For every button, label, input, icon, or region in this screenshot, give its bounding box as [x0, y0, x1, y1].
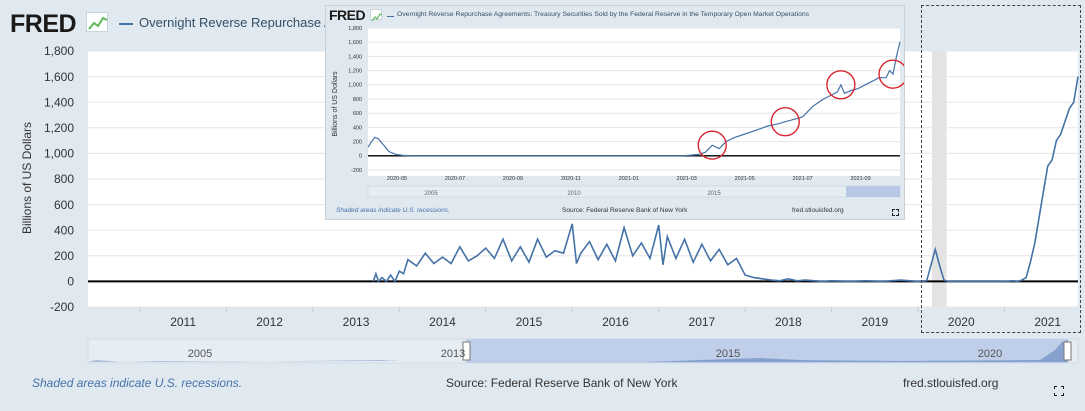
- y-tick-label: 1,000: [348, 83, 362, 89]
- y-tick-label: 0: [359, 154, 362, 160]
- navigator-label-2013: 2013: [441, 348, 465, 360]
- y-tick-label: 200: [353, 140, 362, 146]
- recession-note: Shaded areas indicate U.S. recessions.: [32, 376, 243, 390]
- y-tick-label: 800: [54, 172, 74, 186]
- x-tick-label: 2019: [861, 315, 888, 329]
- x-tick-label: 2021-09: [850, 176, 870, 182]
- highlight-circle: [878, 59, 904, 89]
- highlight-circles: [697, 59, 904, 160]
- inset-navigator-label-2010: 2010: [567, 191, 581, 197]
- main-x-tick-labels: 2011 2012 2013 2014 2015 2016 2017 2018 2019 2020…: [139, 307, 1061, 329]
- y-tick-label: 1,600: [44, 70, 74, 84]
- inset-navigator-label-2005: 2005: [424, 191, 438, 197]
- x-tick-label: 2013: [343, 315, 370, 329]
- x-tick-label: 2020: [948, 315, 975, 329]
- x-tick-label: 2020-05: [387, 176, 407, 182]
- x-tick-label: 2014: [429, 315, 456, 329]
- y-tick-label: 800: [353, 97, 362, 103]
- main-y-tick-labels: -200 0 200 400 600 800 1,000 1,200 1,400 1,600 1,8…: [44, 44, 74, 314]
- navigator-label-2020: 2020: [978, 348, 1002, 360]
- y-tick-label: 1,200: [44, 121, 74, 135]
- chart-title: Overnight Reverse Repurchase Agreements:…: [139, 15, 325, 30]
- y-tick-label: 1,400: [348, 54, 362, 60]
- highlight-circle: [826, 70, 856, 100]
- highlight-circle: [770, 107, 800, 137]
- y-tick-label: 400: [353, 125, 362, 131]
- inset-fred-logo-chart-icon: [370, 9, 383, 22]
- y-tick-label: 1,400: [44, 95, 74, 109]
- y-tick-label: 400: [54, 223, 74, 237]
- navigator-handle-right[interactable]: [1063, 341, 1072, 361]
- navigator-label-2005: 2005: [188, 348, 212, 360]
- x-tick-label: 2015: [516, 315, 543, 329]
- x-tick-label: 2017: [689, 315, 716, 329]
- inset-plot-background: [368, 28, 900, 176]
- y-tick-label: -200: [351, 168, 362, 174]
- fullscreen-icon[interactable]: [1054, 386, 1064, 396]
- inset-data-source: Source: Federal Reserve Bank of New York: [562, 207, 688, 214]
- inset-x-tick-labels: 2020-05 2020-07 2020-09 2020-11 2021-01 2021-…: [387, 176, 871, 182]
- y-tick-label: 200: [54, 249, 74, 263]
- x-tick-label: 2021-01: [619, 176, 639, 182]
- inset-y-axis-label: Billions of US Dollars: [332, 71, 339, 137]
- x-tick-label: 2020-07: [445, 176, 465, 182]
- x-tick-label: 2012: [256, 315, 283, 329]
- y-tick-label: 600: [54, 198, 74, 212]
- x-tick-label: 2021-05: [735, 176, 755, 182]
- x-tick-label: 2021-03: [677, 176, 697, 182]
- inset-chart-panel: -200 0 200 400 600 800 1,000 1,200 1,400 1,600 1,8…: [325, 5, 905, 220]
- y-tick-label: -200: [50, 300, 74, 314]
- inset-navigator-track: [367, 185, 901, 198]
- x-tick-label: 2021: [1034, 315, 1061, 329]
- inset-chart-title: Overnight Reverse Repurchase Agreements:…: [397, 11, 810, 18]
- main-series-line: [372, 76, 1079, 284]
- inset-y-tick-labels: -200 0 200 400 600 800 1,000 1,200 1,400 1,600 1,8…: [348, 26, 362, 174]
- x-tick-label: 2011: [170, 315, 196, 329]
- y-tick-label: 1,000: [44, 147, 74, 161]
- inset-navigator-label-2015: 2015: [707, 191, 721, 197]
- inset-fullscreen-icon[interactable]: [892, 209, 899, 216]
- navigator-label-2015: 2015: [716, 348, 740, 360]
- inset-recession-note: Shaded areas indicate U.S. recessions.: [336, 207, 450, 214]
- inset-fred-logo[interactable]: FRED: [329, 7, 366, 23]
- y-tick-label: 600: [353, 111, 362, 117]
- fred-logo-chart-icon: [86, 12, 108, 32]
- highlight-circle: [697, 130, 727, 160]
- x-tick-label: 2020-11: [561, 176, 581, 182]
- inset-chart-svg: -200 0 200 400 600 800 1,000 1,200 1,400 1,600 1,8…: [332, 26, 904, 198]
- x-tick-label: 2020-09: [503, 176, 523, 182]
- x-tick-label: 2018: [775, 315, 802, 329]
- navigator-series-mini-left: [88, 360, 400, 362]
- inset-series-line: [367, 41, 901, 157]
- y-tick-label: 1,800: [348, 26, 362, 32]
- inset-fred-url[interactable]: fred.stlouisfed.org: [792, 207, 844, 214]
- inset-legend-series-swatch: [387, 16, 394, 17]
- y-tick-label: 0: [67, 275, 74, 289]
- y-tick-label: 1,800: [44, 44, 74, 58]
- x-tick-label: 2021-07: [793, 176, 813, 182]
- data-source: Source: Federal Reserve Bank of New York: [446, 376, 678, 390]
- fred-logo[interactable]: FRED: [10, 10, 77, 38]
- y-tick-label: 1,200: [348, 69, 362, 75]
- legend-series-swatch: [119, 23, 133, 25]
- fred-url[interactable]: fred.stlouisfed.org: [903, 376, 999, 390]
- y-tick-label: 1,600: [348, 40, 362, 46]
- navigator-handle-left[interactable]: [462, 341, 471, 361]
- main-y-axis-label: Billions of US Dollars: [20, 122, 34, 234]
- x-tick-label: 2016: [602, 315, 629, 329]
- inset-navigator-selection[interactable]: [846, 186, 900, 197]
